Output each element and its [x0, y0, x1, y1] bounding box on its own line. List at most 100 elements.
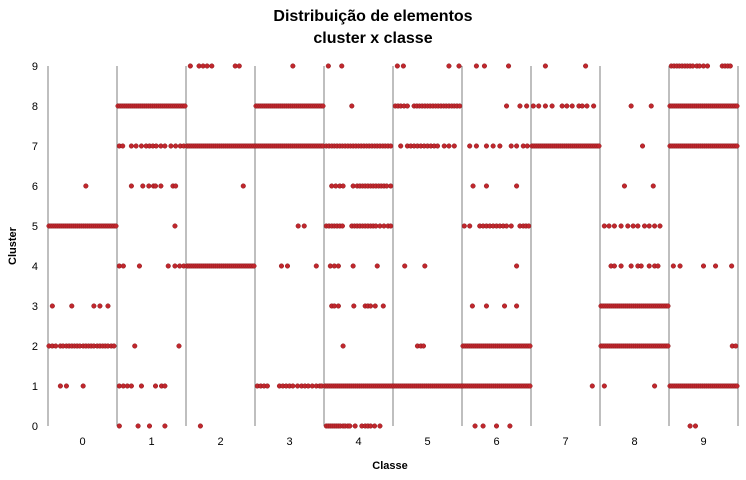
data-point	[591, 103, 597, 109]
data-point	[472, 423, 478, 429]
data-point	[618, 263, 624, 269]
data-point	[473, 63, 479, 69]
data-point	[162, 423, 168, 429]
data-point	[394, 63, 400, 69]
data-point	[652, 383, 658, 389]
data-point	[483, 303, 490, 309]
data-point	[524, 103, 530, 109]
y-tick-label: 5	[32, 221, 38, 233]
data-point	[172, 223, 178, 229]
data-point	[152, 383, 159, 389]
data-point	[290, 63, 296, 69]
data-point	[128, 143, 134, 149]
data-point	[209, 63, 215, 69]
data-point	[446, 63, 452, 69]
data-point	[536, 103, 542, 109]
chart-subtitle: cluster x classe	[313, 30, 433, 47]
data-point	[120, 263, 126, 269]
data-point	[146, 183, 152, 189]
data-point	[135, 423, 141, 429]
data-point	[506, 63, 512, 69]
data-point	[105, 303, 111, 309]
data-point	[646, 263, 652, 269]
data-point	[168, 143, 174, 149]
data-point	[601, 223, 607, 229]
y-tick-labels: 0 1 2 3 4 5 6 7 8 9	[32, 61, 38, 433]
class-dividers	[47, 66, 739, 426]
y-tick-label: 2	[32, 341, 38, 353]
data-point	[349, 103, 355, 109]
data-point	[53, 343, 59, 349]
data-point	[451, 143, 457, 149]
data-point	[501, 303, 508, 309]
data-point	[165, 263, 171, 269]
data-point	[352, 423, 358, 429]
data-point	[284, 263, 291, 269]
data-point	[120, 143, 126, 149]
data-point	[473, 143, 479, 149]
data-point	[435, 143, 441, 149]
data-point	[456, 63, 462, 69]
data-point	[173, 183, 179, 189]
data-point	[339, 63, 345, 69]
data-point	[398, 143, 404, 149]
data-point	[642, 223, 648, 229]
data-point	[584, 103, 590, 109]
data-point	[158, 183, 164, 189]
data-point	[402, 263, 408, 269]
data-point	[630, 223, 636, 229]
data-point	[606, 223, 612, 229]
data-point	[611, 263, 617, 269]
data-point	[514, 303, 520, 309]
data-point	[589, 383, 595, 389]
data-point	[469, 303, 475, 309]
data-point	[204, 63, 210, 69]
data-point	[635, 223, 641, 229]
data-point	[648, 103, 654, 109]
data-point	[713, 263, 719, 269]
data-point	[138, 143, 144, 149]
data-point	[80, 383, 86, 389]
data-point	[138, 383, 144, 389]
data-point	[340, 343, 346, 349]
data-point	[63, 383, 69, 389]
data-point	[733, 343, 739, 349]
data-point	[128, 383, 134, 389]
data-point	[579, 103, 585, 109]
data-point	[542, 103, 548, 109]
data-point	[388, 223, 394, 229]
x-tick-label: 7	[562, 436, 568, 448]
data-point	[638, 263, 644, 269]
data-point	[650, 183, 656, 189]
data-point	[83, 183, 89, 189]
data-point	[335, 263, 341, 269]
data-point	[116, 423, 122, 429]
data-point	[351, 303, 357, 309]
data-point	[483, 143, 490, 149]
x-tick-label: 8	[631, 436, 637, 448]
data-point	[340, 183, 346, 189]
data-point	[734, 383, 740, 389]
x-axis-label: Classe	[372, 460, 407, 472]
data-point	[639, 143, 646, 149]
data-point	[388, 143, 394, 149]
data-point	[569, 103, 575, 109]
data-point	[173, 143, 179, 149]
y-tick-label: 7	[32, 141, 38, 153]
data-point	[652, 223, 658, 229]
data-point	[197, 423, 203, 429]
data-point	[251, 263, 257, 269]
data-point	[508, 223, 514, 229]
data-point	[295, 223, 301, 229]
x-tick-label: 5	[424, 436, 430, 448]
data-point	[618, 223, 624, 229]
data-point	[470, 183, 476, 189]
data-point	[526, 223, 532, 229]
data-point	[176, 343, 182, 349]
y-tick-label: 8	[32, 101, 38, 113]
data-point	[400, 63, 406, 69]
data-point	[290, 383, 296, 389]
data-point	[625, 223, 631, 229]
